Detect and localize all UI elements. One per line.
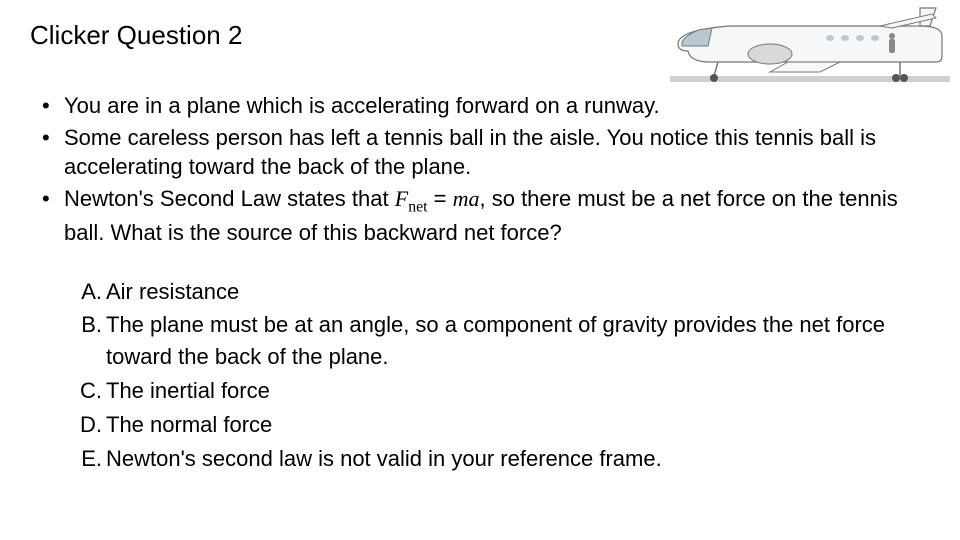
answer-text: Newton's second law is not valid in your… [106, 446, 662, 471]
answer-option-b: B. The plane must be at an angle, so a c… [74, 309, 930, 373]
wheel-icon [892, 74, 900, 82]
answer-option-d: D. The normal force [74, 409, 930, 441]
bullet-text-pre: Newton's Second Law states that [64, 186, 395, 211]
answer-letter: E. [74, 443, 102, 475]
wheel-icon [710, 74, 718, 82]
bullet-item: Some careless person has left a tennis b… [42, 123, 930, 182]
wing [770, 62, 840, 72]
answer-text: The normal force [106, 412, 272, 437]
answer-letter: A. [74, 276, 102, 308]
formula-eq: = [428, 186, 453, 211]
answer-letter: B. [74, 309, 102, 341]
answer-letter: D. [74, 409, 102, 441]
airplane-illustration [670, 6, 950, 96]
question-bullets: You are in a plane which is accelerating… [30, 91, 930, 248]
engine-nacelle [748, 44, 792, 64]
window-icon [856, 35, 864, 41]
window-icon [871, 35, 879, 41]
formula-F: F [395, 186, 408, 211]
formula-sub: net [408, 198, 427, 215]
gear-strut [714, 62, 718, 76]
person-icon [889, 33, 895, 53]
answer-option-c: C. The inertial force [74, 375, 930, 407]
fuselage [678, 26, 942, 62]
window-icon [826, 35, 834, 41]
answer-text: The plane must be at an angle, so a comp… [106, 312, 885, 369]
bullet-text: You are in a plane which is accelerating… [64, 93, 660, 118]
bullet-text: Some careless person has left a tennis b… [64, 125, 876, 180]
cockpit-window [682, 28, 712, 46]
answer-option-e: E. Newton's second law is not valid in y… [74, 443, 930, 475]
answer-list: A. Air resistance B. The plane must be a… [30, 276, 930, 475]
bullet-item: You are in a plane which is accelerating… [42, 91, 930, 121]
answer-letter: C. [74, 375, 102, 407]
window-icon [841, 35, 849, 41]
slide: Clicker Question 2 You are in a plane wh… [0, 0, 960, 540]
wheel-icon [900, 74, 908, 82]
bullet-item: Newton's Second Law states that Fnet = m… [42, 184, 930, 247]
answer-text: Air resistance [106, 279, 239, 304]
formula-ma: ma [453, 186, 480, 211]
answer-text: The inertial force [106, 378, 270, 403]
answer-option-a: A. Air resistance [74, 276, 930, 308]
